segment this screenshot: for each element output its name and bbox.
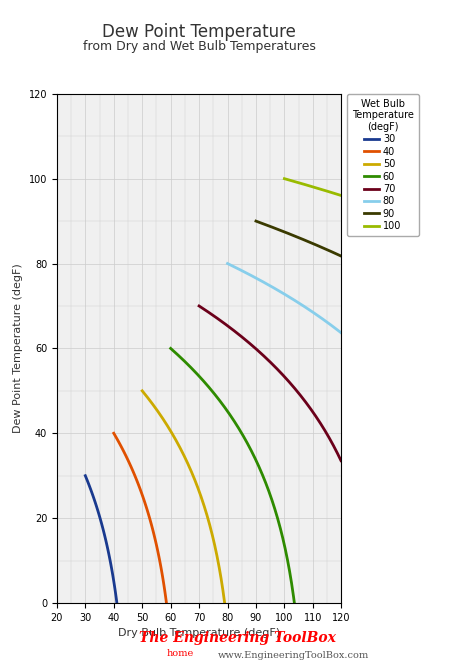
Text: home: home (166, 649, 194, 658)
Text: Dew Point Temperature: Dew Point Temperature (102, 23, 296, 42)
Y-axis label: Dew Point Temperature (degF): Dew Point Temperature (degF) (13, 263, 23, 433)
Text: The Engineering ToolBox: The Engineering ToolBox (138, 630, 336, 645)
Text: from Dry and Wet Bulb Temperatures: from Dry and Wet Bulb Temperatures (82, 40, 316, 53)
X-axis label: Dry Bulb Temperature (degF): Dry Bulb Temperature (degF) (118, 628, 280, 639)
Legend: 30, 40, 50, 60, 70, 80, 90, 100: 30, 40, 50, 60, 70, 80, 90, 100 (347, 94, 419, 236)
Text: www.EngineeringToolBox.com: www.EngineeringToolBox.com (218, 651, 370, 660)
